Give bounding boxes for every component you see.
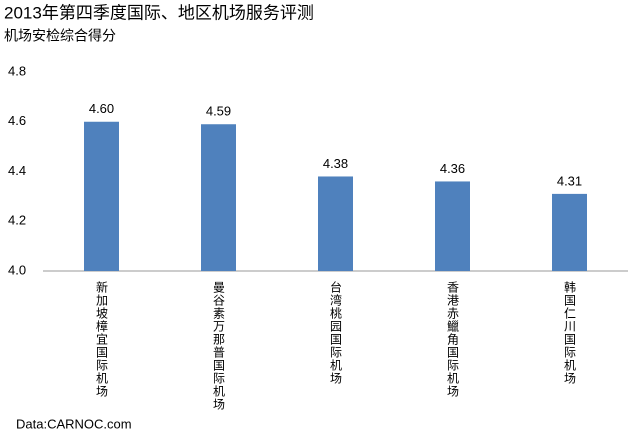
y-tick-label: 4.2 xyxy=(8,213,26,228)
data-label: 4.38 xyxy=(323,156,348,171)
bar xyxy=(84,121,119,271)
data-label: 4.60 xyxy=(89,101,114,116)
x-tick-label: 曼谷素万那普国际机场 xyxy=(212,281,226,411)
x-tick-label: 新加坡樟宜国际机场 xyxy=(95,280,109,398)
bar xyxy=(552,193,587,271)
x-tick-label: 韩国仁川国际机场 xyxy=(563,280,577,385)
x-tick-label: 台湾桃园国际机场 xyxy=(329,280,343,385)
y-tick-label: 4.4 xyxy=(8,163,26,178)
x-tick-label: 香港赤鱲角国际机场 xyxy=(446,281,460,398)
data-label: 4.31 xyxy=(557,173,582,188)
bar xyxy=(201,124,236,271)
bar xyxy=(435,181,470,271)
chart-subtitle: 机场安检综合得分 xyxy=(4,28,116,44)
chart-title: 2013年第四季度国际、地区机场服务评测 xyxy=(4,3,314,22)
data-label: 4.36 xyxy=(440,161,465,176)
source-note: Data:CARNOC.com xyxy=(16,416,132,431)
y-tick-label: 4.8 xyxy=(8,63,26,78)
y-tick-label: 4.6 xyxy=(8,113,26,128)
data-label: 4.59 xyxy=(206,104,231,119)
bar xyxy=(318,176,353,271)
y-tick-label: 4.0 xyxy=(8,262,26,277)
